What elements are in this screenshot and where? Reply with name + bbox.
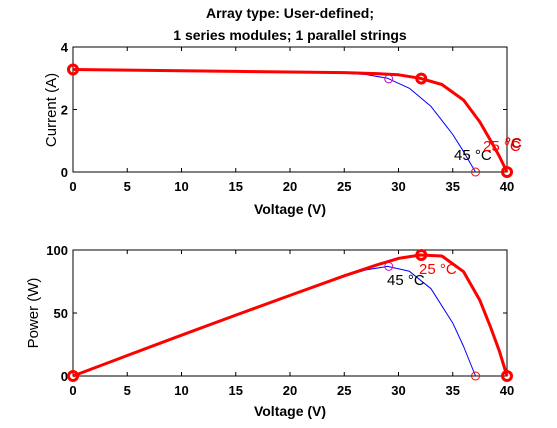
iv-x-tick-label-1: 5 (124, 179, 131, 194)
chart-title-line-2: 1 series modules; 1 parallel strings (173, 27, 407, 43)
iv-x-tick-label-0: 0 (69, 179, 76, 194)
iv-annotation-degc: °C (505, 135, 522, 152)
pv-plot-frame (72, 249, 508, 377)
iv-annotation-25c: 25 °C (483, 138, 521, 155)
iv-y-tick-label-1: 2 (61, 103, 68, 118)
iv-x-tick-label-5: 25 (337, 179, 351, 194)
iv-x-tick-label-6: 30 (391, 179, 405, 194)
pv-annotation-25c: 25 °C (419, 261, 457, 278)
pv-annotation-45c: 45 °C (387, 272, 425, 289)
iv-annotation-45c: 45 °C (454, 147, 492, 164)
pv-y-tick-label-1: 50 (54, 306, 68, 321)
iv-ticks: 0 5 10 15 20 25 30 35 40 0 2 4 (61, 40, 514, 194)
pv-series-25-c-marker-0 (67, 370, 79, 382)
pv-series-25-c-marker-1 (415, 249, 428, 262)
iv-series (67, 63, 513, 178)
iv-y-axis-label: Current (A) (43, 73, 60, 147)
chart-title-line-1: Array type: User-defined; (206, 5, 374, 21)
pv-ticks: 0 5 10 15 20 25 30 35 40 0 50 100 (46, 243, 514, 398)
iv-plot-frame (72, 46, 508, 173)
iv-x-tick-label-2: 10 (174, 179, 188, 194)
pv-series (67, 249, 513, 382)
iv-series-25-c-marker-0 (67, 63, 79, 76)
pv-y-tick-label-2: 100 (46, 243, 68, 258)
iv-series-25-c-marker-2 (501, 166, 513, 178)
pv-x-tick-label-6: 30 (391, 383, 405, 398)
pv-x-tick-label-4: 20 (283, 383, 297, 398)
iv-x-tick-label-3: 15 (229, 179, 243, 194)
pv-x-tick-label-3: 15 (229, 383, 243, 398)
iv-y-tick-label-2: 4 (61, 40, 69, 55)
iv-x-tick-label-4: 20 (283, 179, 297, 194)
iv-y-tick-label-0: 0 (61, 165, 68, 180)
pv-series-45-c-marker-1 (471, 371, 481, 381)
iv-x-tick-label-8: 40 (500, 179, 514, 194)
iv-series-25-c-line (72, 68, 509, 173)
pv-x-tick-label-8: 40 (500, 383, 514, 398)
pv-x-tick-label-0: 0 (69, 383, 76, 398)
iv-x-axis-label: Voltage (V) (254, 201, 326, 217)
pv-x-tick-label-2: 10 (174, 383, 188, 398)
pv-y-tick-label-0: 0 (61, 369, 68, 384)
pv-x-axis-label: Voltage (V) (254, 403, 326, 419)
pv-series-25-c-line (72, 253, 509, 378)
pv-x-tick-label-5: 25 (337, 383, 351, 398)
iv-x-tick-label-7: 35 (446, 179, 460, 194)
pv-x-tick-label-7: 35 (446, 383, 460, 398)
iv-series-45-c-marker-1 (471, 167, 481, 177)
pv-curve-axes: 0 5 10 15 20 25 30 35 40 0 50 100 Voltage (V) Power… (25, 243, 514, 419)
pv-series-25-c-marker-2 (501, 370, 513, 382)
pv-x-tick-label-1: 5 (124, 383, 131, 398)
iv-series-25-c-marker-1 (415, 72, 428, 85)
iv-curve-axes: 0 5 10 15 20 25 30 35 40 0 2 4 Voltage (V) Current … (43, 40, 522, 217)
pv-y-axis-label: Power (W) (25, 278, 42, 349)
